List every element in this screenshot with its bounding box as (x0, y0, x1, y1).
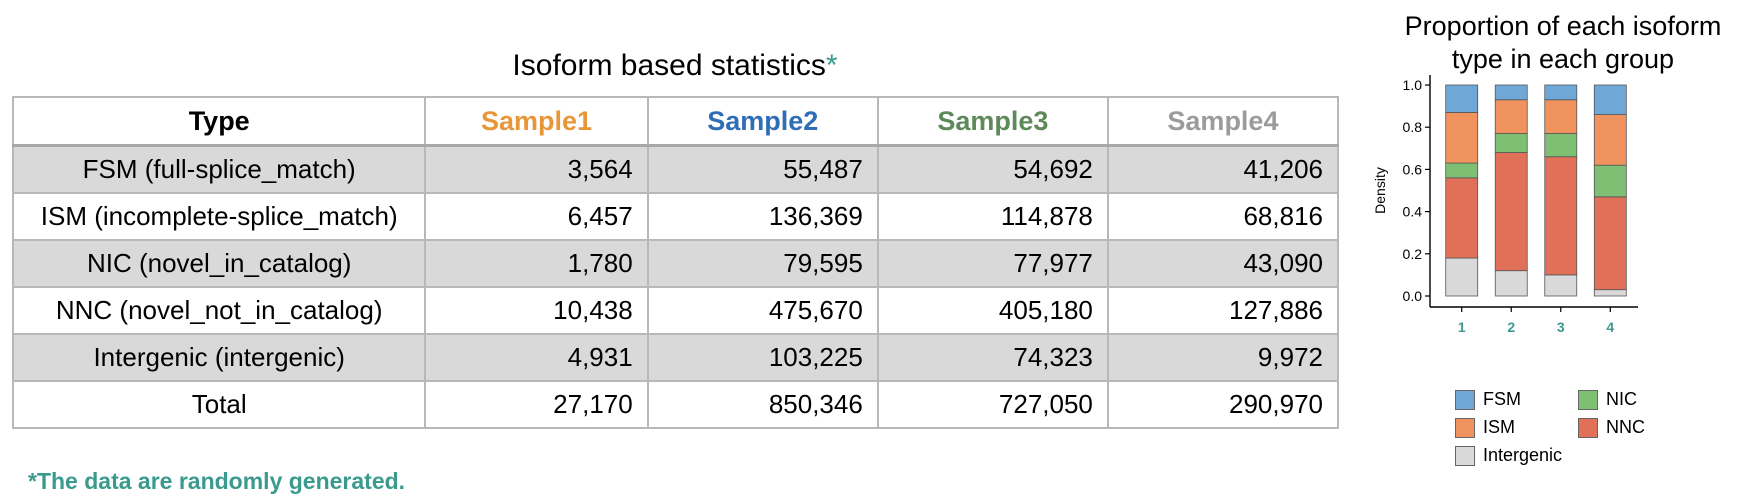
table-title-text: Isoform based statistics (512, 49, 826, 82)
value-cell: 127,886 (1106, 286, 1340, 335)
value-cell: 10,438 (424, 286, 649, 335)
legend-swatch (1578, 389, 1598, 410)
bar-segment-nic (1593, 164, 1627, 198)
value-cell: 79,595 (646, 239, 879, 288)
value-cell: 290,970 (1106, 380, 1340, 429)
row-type-cell: NIC (novel_in_catalog) (11, 239, 427, 288)
legend-swatch (1578, 417, 1598, 438)
legend-label: FSM (1483, 389, 1521, 409)
column-header-sample3: Sample3 (876, 96, 1109, 147)
value-cell: 43,090 (1106, 239, 1340, 288)
y-tick-label: 1.0 (1403, 77, 1423, 93)
value-cell: 77,977 (876, 239, 1109, 288)
value-cell: 4,931 (424, 333, 649, 382)
row-type-cell: ISM (incomplete-splice_match) (11, 192, 427, 241)
value-cell: 27,170 (424, 380, 649, 429)
y-axis-label: Density (1372, 167, 1388, 214)
y-tick-label: 0.2 (1403, 246, 1423, 262)
row-type-cell: NNC (novel_not_in_catalog) (11, 286, 427, 335)
table-row: ISM (incomplete-splice_match) 6,457 136,… (11, 192, 1340, 241)
bar-segment-intergenic (1494, 270, 1528, 297)
legend-swatch (1455, 389, 1475, 410)
value-cell: 41,206 (1106, 144, 1340, 194)
bar-segment-nnc (1445, 177, 1479, 259)
y-tick-label: 0.8 (1403, 119, 1423, 135)
value-cell: 55,487 (646, 144, 879, 194)
value-cell: 114,878 (876, 192, 1109, 241)
table-row: Intergenic (intergenic) 4,931 103,225 74… (11, 333, 1340, 382)
table-row: NNC (novel_not_in_catalog) 10,438 475,67… (11, 286, 1340, 335)
value-cell: 475,670 (646, 286, 879, 335)
footnote: *The data are randomly generated. (28, 468, 406, 494)
value-cell: 1,780 (424, 239, 649, 288)
column-header-sample2: Sample2 (646, 96, 879, 147)
legend-label: NIC (1606, 389, 1637, 409)
legend-item-intergenic: Intergenic (1455, 445, 1562, 466)
legend-label: NNC (1606, 417, 1645, 437)
bar-segment-ism (1593, 114, 1627, 166)
legend-label: ISM (1483, 417, 1516, 437)
table-title-asterisk: * (825, 49, 838, 82)
bar-segment-ism (1445, 112, 1479, 164)
value-cell: 136,369 (646, 192, 879, 241)
row-type-cell: Total (11, 380, 427, 429)
bar-segment-fsm (1593, 84, 1627, 115)
legend-item-nic: NIC (1578, 389, 1637, 410)
table-row: NIC (novel_in_catalog) 1,780 79,595 77,9… (11, 239, 1340, 288)
value-cell: 68,816 (1106, 192, 1340, 241)
bar-segment-nnc (1494, 152, 1528, 272)
bar-segment-fsm (1494, 84, 1528, 101)
bar-segment-fsm (1445, 84, 1479, 113)
legend-swatch (1455, 417, 1475, 438)
value-cell: 850,346 (646, 380, 879, 429)
y-tick-label: 0.0 (1403, 288, 1423, 304)
table-header-row: Type Sample1 Sample2 Sample3 Sample4 (11, 96, 1340, 147)
legend-label: Intergenic (1483, 445, 1563, 465)
column-header-type: Type (11, 96, 427, 147)
value-cell: 74,323 (876, 333, 1109, 382)
bar-segment-fsm (1544, 84, 1578, 101)
legend-item-ism: ISM (1455, 417, 1515, 438)
value-cell: 54,692 (876, 144, 1109, 194)
stacked-bar-chart: 0.0 0.2 0.4 0.6 0.8 1.0 Density 1 2 3 4 (1372, 75, 1638, 335)
value-cell: 727,050 (876, 380, 1109, 429)
bar-segment-intergenic (1544, 274, 1578, 297)
legend-swatch (1455, 445, 1475, 466)
bar-segment-intergenic (1593, 289, 1627, 297)
value-cell: 103,225 (646, 333, 879, 382)
value-cell: 3,564 (424, 144, 649, 194)
x-tick-label: 1 (1458, 319, 1466, 335)
bar-segment-nic (1445, 162, 1479, 179)
column-header-sample1: Sample1 (424, 96, 649, 147)
bar-segment-ism (1494, 99, 1528, 134)
column-header-sample4: Sample4 (1106, 96, 1340, 147)
value-cell: 405,180 (876, 286, 1109, 335)
bar-segment-nic (1544, 133, 1578, 158)
y-tick-label: 0.4 (1403, 204, 1423, 220)
table-row: FSM (full-splice_match) 3,564 55,487 54,… (11, 144, 1340, 194)
x-tick-label: 4 (1606, 319, 1614, 335)
legend-item-fsm: FSM (1455, 389, 1521, 410)
x-tick-label: 3 (1557, 319, 1565, 335)
bar-segment-nic (1494, 133, 1528, 153)
row-type-cell: Intergenic (intergenic) (11, 333, 427, 382)
value-cell: 6,457 (424, 192, 649, 241)
legend-item-nnc: NNC (1578, 417, 1645, 438)
bar-segment-ism (1544, 99, 1578, 134)
bar-segment-nnc (1544, 156, 1578, 276)
row-type-cell: FSM (full-splice_match) (11, 144, 427, 194)
isoform-stats-table: Type Sample1 Sample2 Sample3 Sample4 FSM… (11, 96, 1340, 429)
y-tick-label: 0.6 (1403, 161, 1423, 177)
bar-segment-nnc (1593, 196, 1627, 291)
value-cell: 9,972 (1106, 333, 1340, 382)
bar-segment-intergenic (1445, 257, 1479, 297)
chart-title: Proportion of each isoform type in each … (1404, 11, 1722, 74)
table-row-total: Total 27,170 850,346 727,050 290,970 (11, 380, 1340, 429)
table-title: Isoform based statistics* (12, 48, 1338, 84)
x-tick-label: 2 (1507, 319, 1515, 335)
